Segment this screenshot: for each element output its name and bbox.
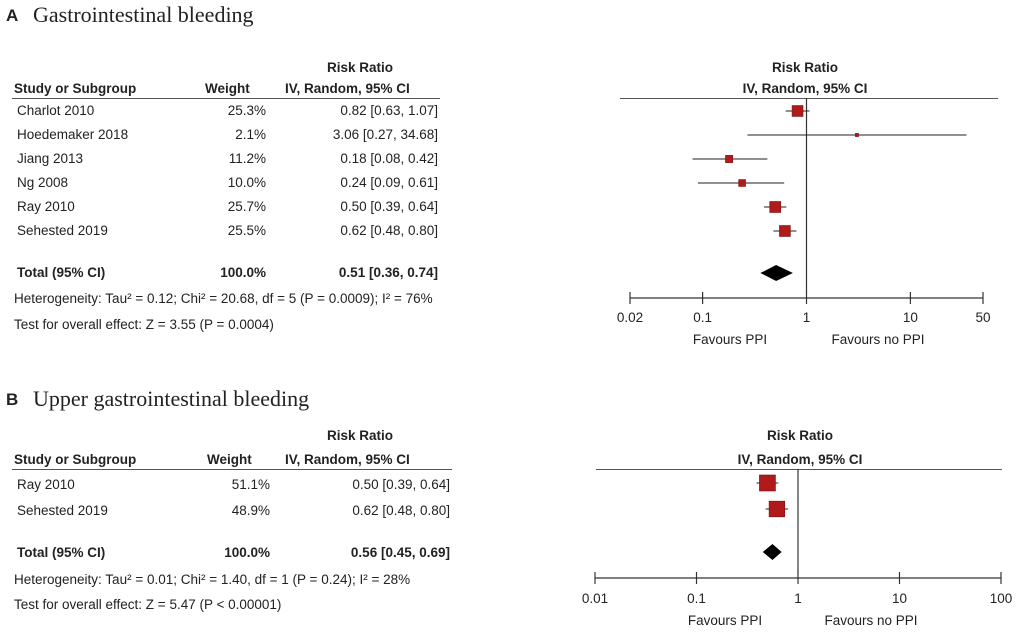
panel-a-study-point-marker: [738, 179, 746, 187]
panel-b-total-ci: 0.56 [0.45, 0.69]: [350, 545, 450, 560]
panel-a-col-study: Study or Subgroup: [14, 81, 137, 96]
panel-a-letter: A: [6, 6, 19, 25]
panel-a-study-ci: 0.50 [0.39, 0.64]: [340, 199, 438, 214]
panel-b-x-axis-tick-label: 0.1: [687, 591, 706, 606]
panel-b-letter: B: [6, 390, 19, 409]
panel-a-header-group: Risk Ratio: [326, 60, 394, 75]
panel-a-title: Gastrointestinal bleeding: [33, 2, 254, 27]
panel-b-study-weight: 48.9%: [231, 503, 270, 518]
panel-b-x-axis-tick-label: 10: [892, 591, 907, 606]
panel-a-study-point-marker: [725, 155, 734, 163]
panel-a-total-weight: 100.0%: [220, 265, 266, 280]
panel-a-study-weight: 11.2%: [228, 151, 266, 166]
panel-b-title: Upper gastrointestinal bleeding: [33, 386, 310, 411]
panel-b-x-axis-tick-label: 0.01: [582, 591, 608, 606]
panel-b-total-label: Total (95% CI): [17, 545, 106, 560]
panel-b-favours-right: Favours no PPI: [824, 613, 918, 628]
panel-a-favours-right: Favours no PPI: [831, 332, 925, 347]
panel-a-study-name: Jiang 2013: [17, 151, 84, 166]
panel-a-study-point-marker: [855, 133, 859, 137]
panel-a-study-weight: 25.5%: [227, 223, 266, 238]
panel-a-study-ci: 0.62 [0.48, 0.80]: [340, 223, 438, 238]
panel-b-header-rule: [12, 469, 452, 470]
panel-a-study-ci: 3.06 [0.27, 34.68]: [332, 127, 438, 142]
panel-a-x-axis-tick-label: 10: [903, 310, 918, 325]
panel-a-study-name: Ray 2010: [17, 199, 75, 214]
panel-a-study-point-marker: [769, 201, 782, 213]
panel-a-x-axis-tick-label: 0.1: [693, 310, 712, 325]
panel-b-study-point-marker: [768, 500, 786, 518]
panel-b-col-study: Study or Subgroup: [14, 452, 137, 467]
panel-a-plot-header: Risk Ratio: [771, 60, 839, 75]
panel-a-favours-left: Favours PPI: [692, 332, 768, 347]
panel-b-plot-header: Risk Ratio: [766, 428, 834, 443]
panel-a-study-point-marker: [791, 105, 804, 117]
panel-a-study-ci: 0.18 [0.08, 0.42]: [340, 151, 438, 166]
panel-a-x-axis-tick-label: 1: [803, 310, 811, 325]
panel-b-col-ci: IV, Random, 95% CI: [285, 452, 410, 467]
panel-b-plot-subheader: IV, Random, 95% CI: [737, 452, 863, 467]
panel-b-x-axis-tick-label: 100: [990, 591, 1013, 606]
panel-a-header-rule: [12, 98, 440, 99]
panel-a-total-label: Total (95% CI): [17, 265, 106, 280]
panel-a-study-name: Sehested 2019: [17, 223, 108, 238]
panel-b-study-name: Ray 2010: [17, 477, 75, 492]
panel-a-col-ci: IV, Random, 95% CI: [285, 81, 410, 96]
panel-b-plot-header-rule: [596, 469, 1002, 470]
panel-b-header-group: Risk Ratio: [326, 428, 394, 443]
panel-a-col-weight: Weight: [205, 81, 250, 96]
panel-b-x-axis-tick-label: 1: [794, 591, 802, 606]
panel-a-study-name: Ng 2008: [17, 175, 69, 190]
panel-a-pooled-diamond: [760, 265, 793, 281]
panel-a-x-axis-tick-label: 0.02: [617, 310, 643, 325]
panel-b-study-point-marker: [759, 474, 776, 492]
panel-a-study-ci: 0.82 [0.63, 1.07]: [340, 103, 438, 118]
panel-b-study-name: Sehested 2019: [17, 503, 108, 518]
panel-a-study-weight: 10.0%: [227, 175, 266, 190]
panel-a-study-ci: 0.24 [0.09, 0.61]: [340, 175, 438, 190]
panel-a-study-point-marker: [779, 225, 791, 237]
panel-b-overall-effect: Test for overall effect: Z = 5.47 (P < 0…: [14, 597, 282, 612]
panel-a-study-weight: 2.1%: [235, 127, 266, 142]
panel-b-heterogeneity: Heterogeneity: Tau² = 0.01; Chi² = 1.40,…: [14, 572, 411, 587]
panel-a-study-name: Hoedemaker 2018: [17, 127, 129, 142]
panel-a-overall-effect: Test for overall effect: Z = 3.55 (P = 0…: [14, 317, 274, 332]
panel-b-col-weight: Weight: [207, 452, 252, 467]
panel-b-study-ci: 0.62 [0.48, 0.80]: [352, 503, 450, 518]
panel-b-study-ci: 0.50 [0.39, 0.64]: [352, 477, 450, 492]
panel-b-favours-left: Favours PPI: [687, 613, 763, 628]
panel-a-plot-subheader: IV, Random, 95% CI: [742, 81, 868, 96]
panel-a-total-ci: 0.51 [0.36, 0.74]: [338, 265, 438, 280]
panel-a-heterogeneity: Heterogeneity: Tau² = 0.12; Chi² = 20.68…: [14, 291, 433, 306]
panel-b-total-weight: 100.0%: [224, 545, 270, 560]
panel-a-plot-header-rule: [620, 98, 998, 99]
panel-a-study-weight: 25.7%: [227, 199, 266, 214]
panel-a-study-weight: 25.3%: [227, 103, 266, 118]
panel-a-study-name: Charlot 2010: [17, 103, 95, 118]
panel-b-pooled-diamond: [762, 544, 782, 560]
panel-b-study-weight: 51.1%: [231, 477, 270, 492]
panel-a-x-axis-tick-label: 50: [975, 310, 990, 325]
